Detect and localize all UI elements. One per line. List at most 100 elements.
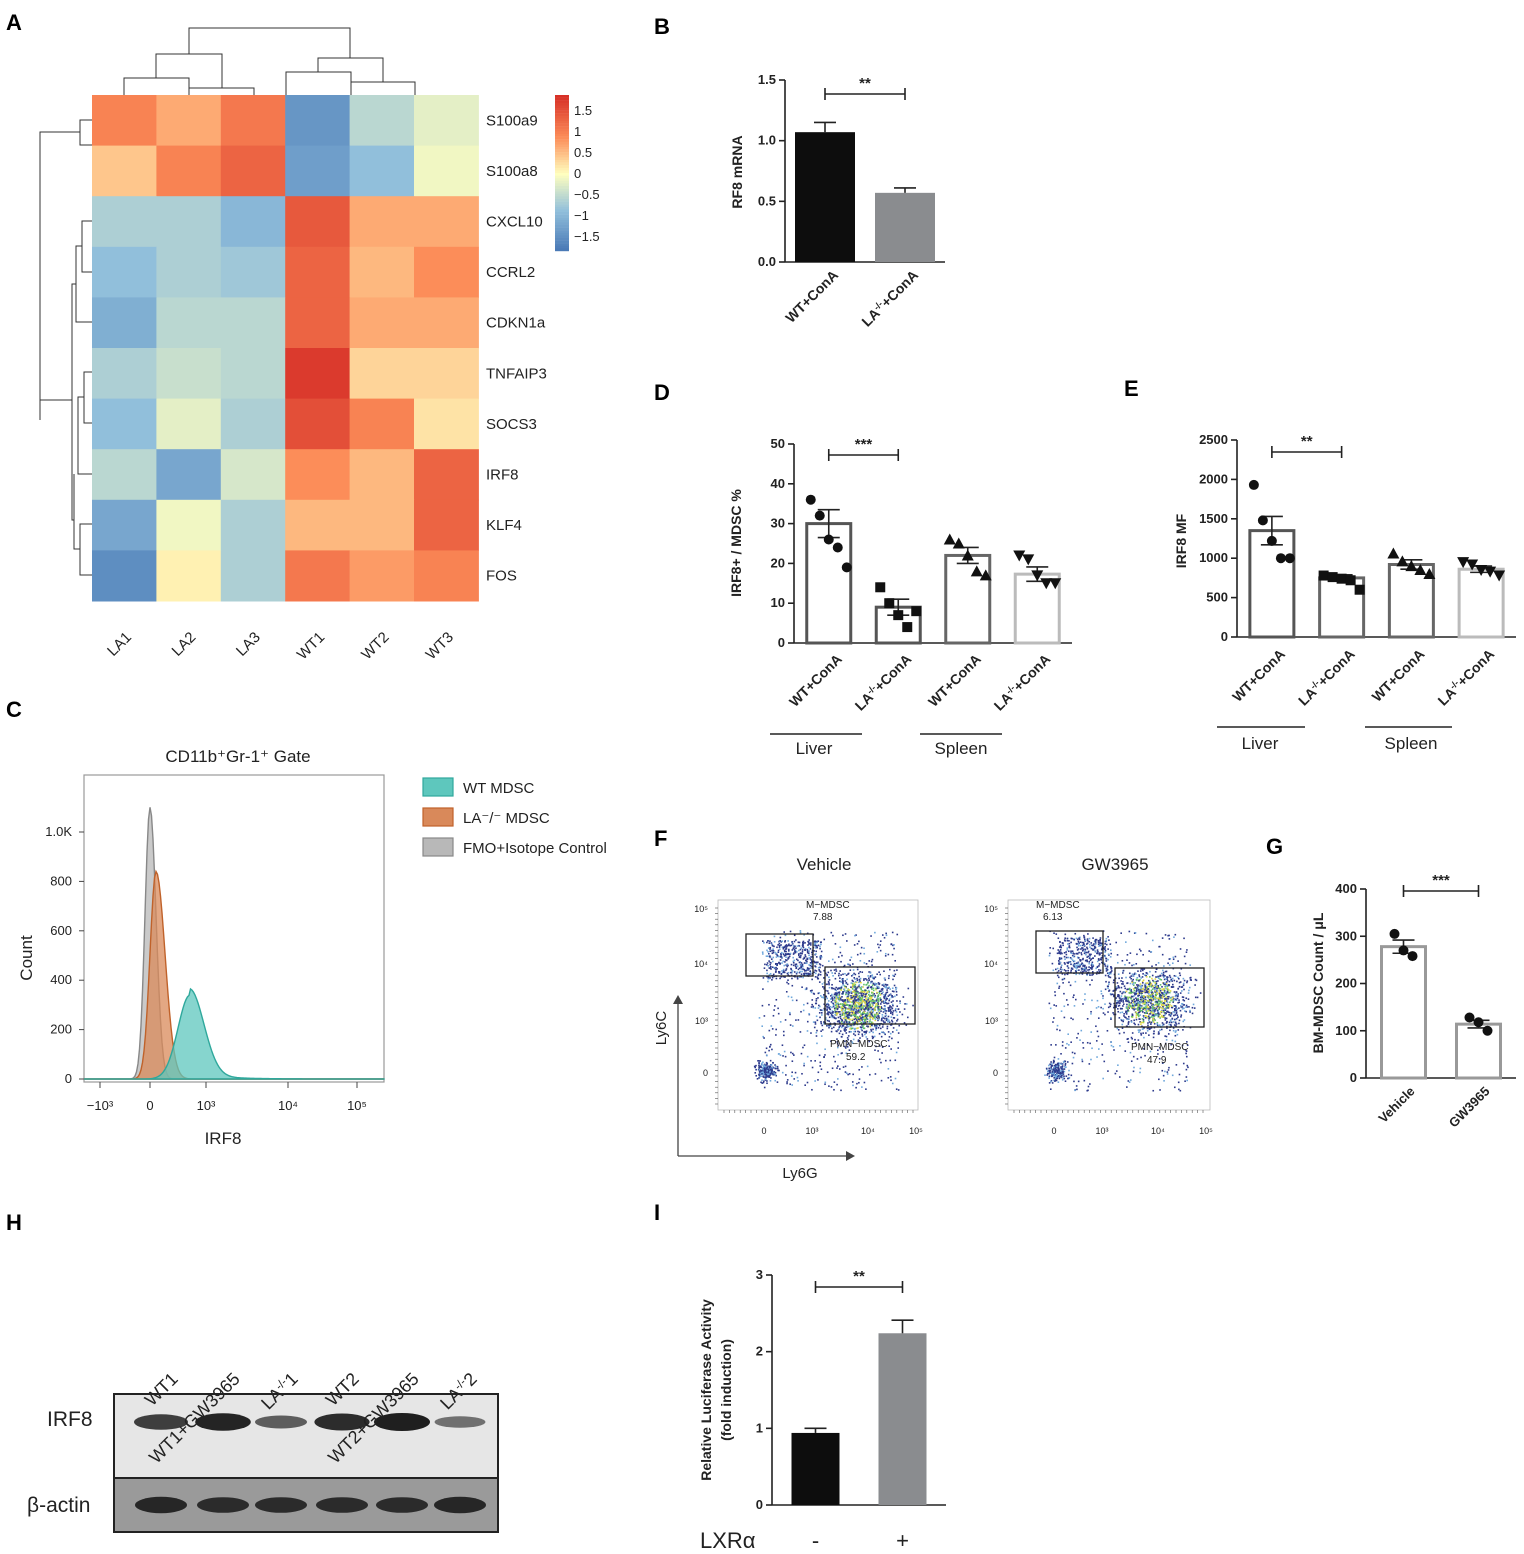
event-dot	[888, 994, 891, 996]
event-dot	[1078, 937, 1080, 940]
event-dot	[794, 950, 797, 953]
event-dot	[783, 971, 786, 974]
actin-band	[135, 1496, 187, 1514]
event-dot	[1131, 1013, 1134, 1016]
event-dot	[1107, 1006, 1110, 1009]
event-dot	[884, 1033, 886, 1036]
event-dot	[1166, 978, 1168, 981]
event-dot	[763, 1069, 766, 1072]
event-dot	[769, 961, 772, 964]
event-dot	[769, 1079, 772, 1082]
event-dot	[1146, 1001, 1149, 1004]
heatmap-cell	[220, 348, 286, 400]
colorbar-segment	[555, 227, 569, 231]
event-dot	[1170, 1043, 1172, 1046]
event-dot	[800, 975, 802, 978]
event-dot	[871, 988, 873, 991]
event-dot	[1101, 947, 1103, 950]
event-dot	[1145, 932, 1148, 935]
event-dot	[869, 986, 872, 989]
event-dot	[1044, 1074, 1046, 1076]
event-dot	[1167, 1011, 1170, 1014]
panel-a-heatmap: S100a9S100a8CXCL10CCRL2CDKN1aTNFAIP3SOCS…	[39, 27, 600, 663]
event-dot	[844, 1040, 846, 1043]
event-dot	[1131, 1032, 1134, 1034]
event-dot	[1182, 977, 1185, 980]
event-dot	[762, 1066, 765, 1069]
event-dot	[905, 1024, 908, 1026]
event-dot	[805, 959, 807, 962]
event-dot	[831, 958, 834, 961]
event-dot	[758, 1064, 760, 1067]
event-dot	[821, 983, 824, 985]
event-dot	[1115, 986, 1117, 988]
event-dot	[1059, 945, 1062, 948]
event-dot	[1063, 992, 1065, 995]
event-dot	[1090, 964, 1093, 966]
event-dot	[822, 994, 825, 996]
event-dot	[798, 954, 800, 957]
event-dot	[1118, 994, 1120, 997]
event-dot	[888, 998, 891, 1000]
colorbar-segment	[555, 243, 569, 246]
event-dot	[1109, 1003, 1112, 1006]
event-dot	[774, 1005, 776, 1007]
event-dot	[1056, 1072, 1058, 1074]
event-dot	[863, 983, 865, 986]
event-dot	[828, 1020, 830, 1022]
event-dot	[1125, 1007, 1128, 1009]
event-dot	[1138, 992, 1141, 994]
event-dot	[854, 934, 856, 937]
event-dot	[846, 990, 848, 992]
event-dot	[840, 988, 842, 991]
event-dot	[818, 1012, 821, 1014]
event-dot	[858, 1011, 861, 1014]
event-dot	[1158, 945, 1161, 948]
event-dot	[1149, 1007, 1152, 1009]
event-dot	[1185, 997, 1188, 1000]
event-dot	[871, 984, 874, 987]
event-dot	[864, 989, 866, 992]
event-dot	[881, 934, 884, 936]
event-dot	[1152, 999, 1154, 1002]
event-dot	[1161, 953, 1164, 956]
event-dot	[1164, 1035, 1166, 1037]
event-dot	[1067, 950, 1070, 953]
event-dot	[1153, 1004, 1156, 1007]
event-dot	[848, 1012, 850, 1015]
event-dot	[1130, 995, 1133, 998]
event-dot	[1169, 1001, 1171, 1004]
event-dot	[1099, 969, 1102, 972]
event-dot	[863, 998, 866, 1001]
event-dot	[1063, 1070, 1066, 1073]
event-dot	[1095, 967, 1097, 970]
event-dot	[853, 1018, 856, 1021]
event-dot	[855, 993, 857, 996]
event-dot	[1131, 981, 1134, 984]
event-dot	[1061, 973, 1064, 975]
event-dot	[878, 1005, 880, 1008]
event-dot	[1098, 952, 1101, 954]
event-dot	[1196, 996, 1199, 999]
flow-plot-title: GW3965	[1081, 855, 1148, 874]
event-dot	[769, 972, 772, 975]
event-dot	[1115, 987, 1117, 990]
bar	[875, 192, 935, 262]
event-dot	[1186, 1006, 1188, 1008]
event-dot	[1057, 1076, 1060, 1078]
event-dot	[843, 1021, 846, 1023]
event-dot	[1159, 1089, 1161, 1091]
event-dot	[1089, 983, 1091, 986]
event-dot	[1080, 953, 1083, 956]
y-tick-label: 10⁵	[984, 904, 998, 914]
event-dot	[1156, 1005, 1159, 1008]
event-dot	[832, 1026, 835, 1029]
event-dot	[869, 1018, 872, 1020]
event-dot	[1159, 974, 1162, 977]
event-dot	[769, 963, 772, 966]
data-point	[1275, 553, 1286, 564]
data-point	[884, 598, 895, 609]
event-dot	[1145, 1015, 1147, 1017]
event-dot	[1157, 1005, 1160, 1007]
event-dot	[1129, 1079, 1132, 1081]
